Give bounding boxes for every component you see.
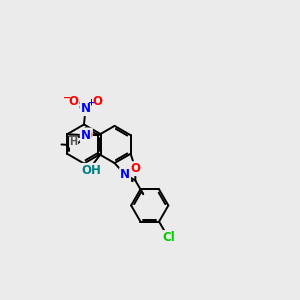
Text: −: − xyxy=(63,93,71,103)
Text: O: O xyxy=(130,162,140,175)
Text: +: + xyxy=(87,98,94,106)
Text: N: N xyxy=(80,102,91,115)
Text: O: O xyxy=(68,95,78,108)
Text: O: O xyxy=(93,95,103,108)
Text: H: H xyxy=(70,137,78,147)
Text: O: O xyxy=(82,129,92,142)
Text: Cl: Cl xyxy=(162,231,175,244)
Text: N: N xyxy=(120,168,130,181)
Text: N: N xyxy=(81,129,91,142)
Text: OH: OH xyxy=(81,164,101,177)
